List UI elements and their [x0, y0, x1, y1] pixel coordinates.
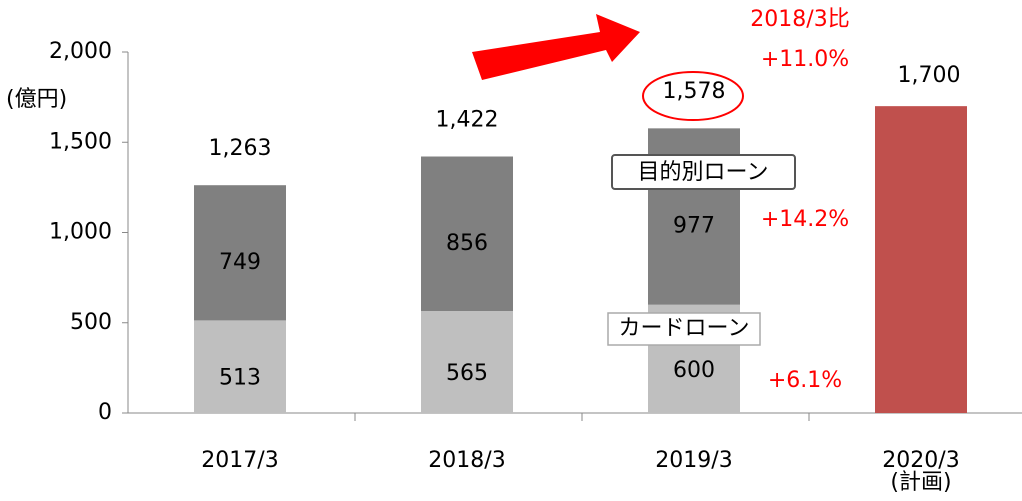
legend-box: [611, 154, 796, 190]
value-label: 600: [673, 358, 715, 383]
bar-segment: [194, 320, 286, 413]
total-label: 1,578: [663, 79, 726, 104]
legend-box: [607, 312, 761, 346]
bar-segment: [421, 311, 513, 413]
legend-label: カードローン: [619, 316, 750, 341]
y-tick-label: 1,000: [49, 220, 112, 245]
value-label: 749: [219, 250, 261, 275]
highlight-circle: [642, 71, 744, 121]
annotation: +6.1%: [768, 368, 842, 393]
value-label: 977: [673, 214, 715, 239]
y-unit: (億円): [6, 87, 67, 112]
y-tick-label: 500: [70, 310, 112, 335]
total-label: 1,263: [209, 136, 272, 161]
annotation: 2018/3比: [750, 7, 849, 32]
trend-arrow: [472, 14, 640, 80]
annotation: +11.0%: [761, 47, 849, 72]
annotation: +14.2%: [761, 207, 849, 232]
bar-segment: [421, 156, 513, 312]
y-tick-label: 0: [98, 400, 112, 425]
value-label: 565: [446, 361, 488, 386]
value-label: 856: [446, 231, 488, 256]
bar-segment: [875, 106, 967, 414]
y-tick-label: 2,000: [49, 39, 112, 64]
legend-label: 目的別ローン: [638, 160, 769, 185]
bar-segment: [194, 185, 286, 321]
y-tick-label: 1,500: [49, 129, 112, 154]
x-tick-label: 2019/3: [655, 448, 732, 473]
value-label: 1,700: [898, 63, 961, 88]
value-label: 513: [219, 366, 261, 391]
total-label: 1,422: [436, 107, 499, 132]
x-tick-label: 2020/3 (計画): [882, 448, 959, 495]
x-tick-label: 2017/3: [201, 448, 278, 473]
x-tick-label: 2018/3: [428, 448, 505, 473]
